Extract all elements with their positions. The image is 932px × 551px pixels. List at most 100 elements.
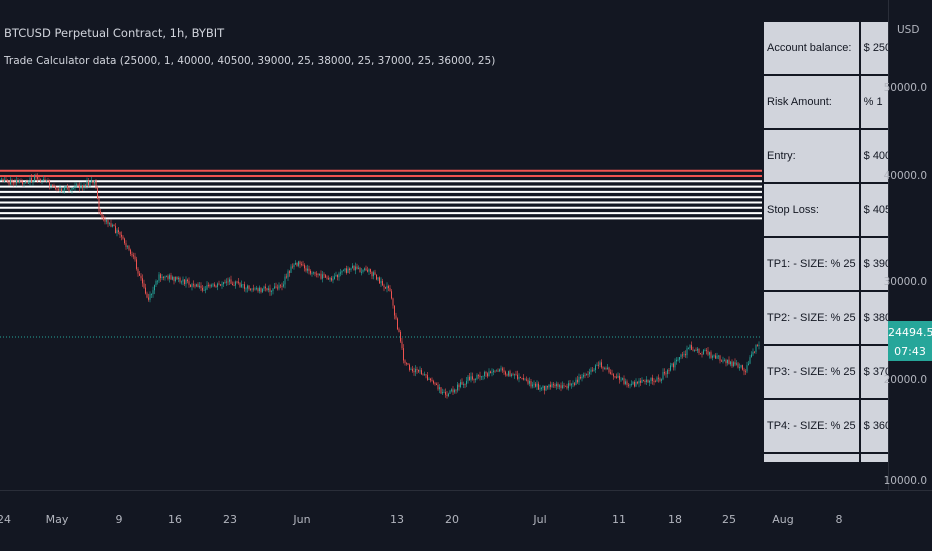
candle-body bbox=[262, 288, 263, 292]
trade-calculator-table: Account balance: $ 25000 Risk Amount: % … bbox=[762, 20, 888, 464]
candle-body bbox=[358, 267, 359, 269]
candle-body bbox=[605, 368, 607, 370]
candle-body bbox=[650, 377, 652, 382]
candle-body bbox=[194, 285, 196, 287]
candle-body bbox=[502, 368, 503, 371]
chart-area[interactable]: BTCUSD Perpetual Contract, 1h, BYBIT Tra… bbox=[0, 0, 888, 490]
candle-body bbox=[379, 277, 380, 284]
candle-body bbox=[223, 282, 224, 285]
candle-body bbox=[661, 379, 662, 381]
candle-body bbox=[47, 180, 49, 182]
candle-body bbox=[610, 372, 611, 374]
candle-body bbox=[484, 372, 485, 376]
time-axis[interactable]: 24 May 9 16 23 Jun 13 20 Jul 11 18 25 Au… bbox=[0, 490, 932, 551]
candle-body bbox=[491, 372, 493, 374]
time-tick: 23 bbox=[223, 513, 237, 526]
candle-body bbox=[322, 274, 323, 279]
candle-body bbox=[701, 354, 703, 356]
candle-body bbox=[709, 352, 710, 355]
candle-body bbox=[505, 371, 506, 375]
candle-body bbox=[247, 285, 248, 289]
candle-body bbox=[421, 370, 422, 375]
row-value-empty bbox=[858, 452, 888, 464]
candle-body bbox=[130, 249, 131, 254]
candle-body bbox=[37, 176, 38, 180]
time-tick: 9 bbox=[115, 513, 123, 526]
candle-body bbox=[389, 288, 391, 292]
candle-body bbox=[580, 376, 581, 379]
candle-body bbox=[172, 276, 173, 280]
row-value: $ 25000 bbox=[858, 20, 888, 76]
candle-body bbox=[734, 362, 736, 365]
candle-body bbox=[551, 384, 553, 387]
candle-body bbox=[619, 375, 620, 380]
candle-body bbox=[371, 271, 373, 277]
candle-body bbox=[758, 344, 760, 346]
candle-body bbox=[533, 383, 535, 385]
candle-body bbox=[493, 370, 494, 373]
candle-body bbox=[71, 187, 73, 190]
candle-body bbox=[532, 384, 533, 387]
candle-body bbox=[743, 369, 745, 372]
candle-body bbox=[151, 294, 152, 295]
candle-body bbox=[662, 372, 664, 380]
candle-body bbox=[88, 181, 89, 185]
table-row: TP2: - SIZE: % 25 $ 38000 bbox=[762, 290, 888, 346]
price-tick: 30000.0 bbox=[883, 276, 927, 288]
candle-body bbox=[641, 380, 643, 383]
candle-body bbox=[604, 368, 605, 369]
candle-body bbox=[32, 181, 34, 183]
candle-body bbox=[211, 285, 212, 287]
candle-body bbox=[209, 285, 211, 287]
candle-body bbox=[464, 384, 466, 386]
candle-body bbox=[305, 268, 307, 271]
candle-body bbox=[713, 355, 715, 357]
candle-body bbox=[602, 367, 604, 369]
time-tick: Jun bbox=[293, 513, 311, 526]
candle-body bbox=[73, 187, 74, 189]
candle-body bbox=[481, 376, 482, 378]
candle-body bbox=[352, 265, 353, 269]
candle-body bbox=[313, 272, 314, 274]
candle-body bbox=[142, 278, 143, 284]
candle-body bbox=[415, 369, 416, 373]
candle-body bbox=[632, 381, 634, 385]
currency-label[interactable]: USD bbox=[897, 24, 920, 36]
candle-body bbox=[751, 354, 752, 358]
candle-body bbox=[490, 371, 491, 374]
candle-body bbox=[745, 371, 746, 373]
candle-body bbox=[691, 345, 692, 350]
indicator-legend[interactable]: Trade Calculator data (25000, 1, 40000, … bbox=[4, 55, 496, 67]
candle-body bbox=[131, 253, 133, 256]
candle-body bbox=[733, 362, 734, 367]
candle-body bbox=[274, 286, 275, 289]
candle-body bbox=[134, 256, 136, 260]
candle-body bbox=[214, 284, 215, 287]
row-value: % 1 bbox=[858, 74, 888, 130]
candle-body bbox=[40, 179, 41, 181]
candle-body bbox=[161, 277, 163, 278]
candle-body bbox=[442, 392, 443, 394]
candle-body bbox=[539, 388, 541, 390]
candle-body bbox=[320, 273, 322, 279]
price-axis[interactable]: USD 50000.0 40000.0 30000.0 20000.0 1000… bbox=[884, 0, 932, 490]
symbol-title[interactable]: BTCUSD Perpetual Contract, 1h, BYBIT bbox=[4, 26, 225, 40]
candle-body bbox=[689, 345, 691, 349]
candle-body bbox=[25, 182, 26, 184]
candle-body bbox=[133, 255, 134, 257]
candle-body bbox=[377, 277, 379, 280]
candle-body bbox=[404, 360, 406, 363]
candle-body bbox=[13, 182, 14, 184]
candle-body bbox=[530, 380, 532, 387]
candle-body bbox=[466, 380, 467, 385]
candle-body bbox=[236, 281, 238, 283]
price-chart[interactable] bbox=[0, 0, 888, 490]
candle-body bbox=[655, 381, 656, 383]
candle-body bbox=[250, 289, 251, 290]
candle-body bbox=[646, 379, 647, 382]
candle-body bbox=[245, 288, 247, 290]
time-tick: Aug bbox=[772, 513, 794, 526]
candle-body bbox=[562, 385, 563, 388]
candle-body bbox=[683, 354, 685, 355]
candle-body bbox=[208, 284, 209, 286]
